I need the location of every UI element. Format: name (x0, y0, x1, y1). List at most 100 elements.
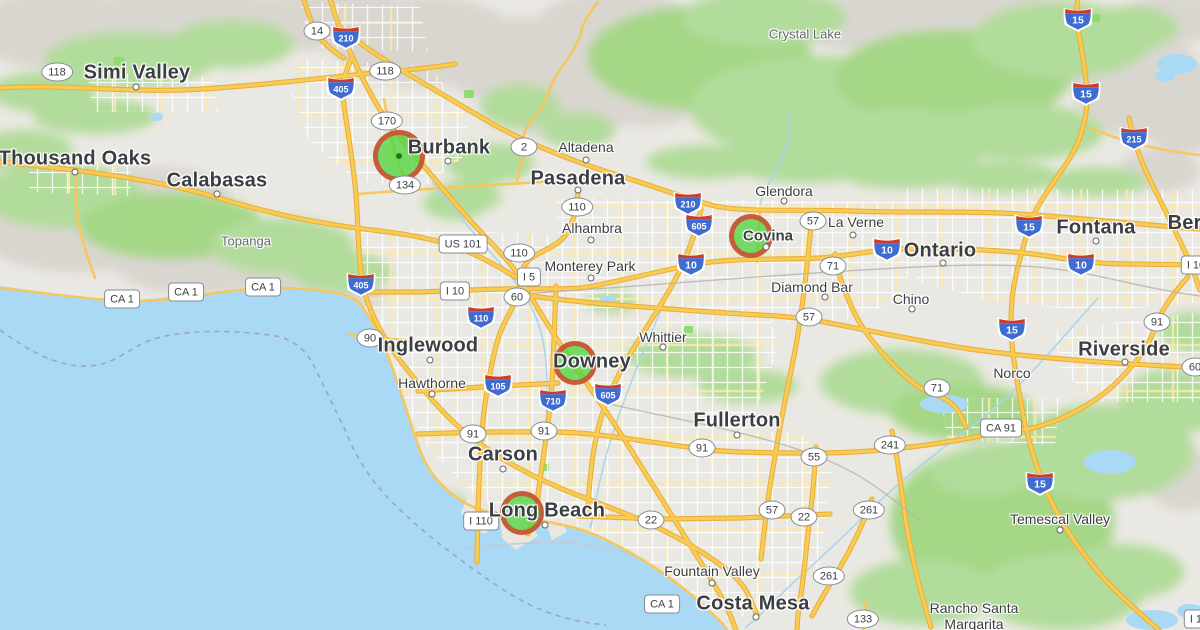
city-label-norco: Norco (993, 364, 1031, 381)
city-dot-calabasas (213, 190, 221, 198)
svg-text:215: 215 (1126, 135, 1141, 145)
route-shield-ca-1: CA 1 (168, 282, 204, 302)
state-route-shield-71: 71 (923, 378, 951, 398)
state-route-shield-110: 110 (561, 197, 593, 217)
interstate-shield-405: 405 (326, 75, 356, 101)
city-dot-glendora (780, 197, 788, 205)
city-dot-fontana (1092, 237, 1100, 245)
city-dot-la-verne (849, 231, 857, 239)
svg-text:605: 605 (691, 222, 706, 232)
route-shield-i-15: I 15 (1183, 609, 1200, 629)
city-label-fontana: Fontana (1056, 216, 1136, 239)
city-label-monterey-park: Monterey Park (544, 257, 636, 274)
city-label-fountain-valley: Fountain Valley (664, 562, 760, 579)
svg-text:10: 10 (881, 245, 893, 257)
route-shield-i-110: I 110 (463, 511, 499, 531)
route-shield-ca-91: CA 91 (980, 418, 1022, 438)
city-label-long-beach: Long Beach (488, 499, 606, 522)
state-route-shield-55: 55 (800, 447, 828, 467)
route-shield-ca-1: CA 1 (104, 289, 140, 309)
city-label-hawthorne: Hawthorne (398, 374, 466, 391)
poi-marker-covina[interactable] (729, 214, 773, 258)
state-route-shield-134: 134 (388, 175, 422, 195)
city-dot-whittier (659, 343, 667, 351)
city-label-ontario: Ontario (903, 239, 977, 262)
city-label-pasadena: Pasadena (530, 167, 626, 190)
state-route-shield-22: 22 (790, 507, 818, 527)
state-route-shield-241: 241 (873, 435, 907, 455)
city-label-san-bernardino: San Bernardino (1167, 212, 1200, 234)
city-label-burbank: Burbank (407, 136, 491, 159)
city-label-inglewood: Inglewood (377, 334, 479, 357)
state-route-shield-118: 118 (41, 62, 73, 82)
lakes (151, 54, 1200, 630)
state-route-shield-60: 60 (1181, 357, 1200, 377)
svg-text:10: 10 (685, 260, 697, 272)
city-label-fullerton: Fullerton (693, 409, 781, 432)
interstate-shield-105: 105 (483, 372, 513, 398)
state-route-shield-90: 90 (356, 328, 384, 348)
city-dot-diamond-bar (821, 293, 829, 301)
city-label-altadena: Altadena (558, 138, 614, 155)
city-dot-alhambra (587, 236, 595, 244)
state-route-shield-71: 71 (819, 256, 847, 276)
svg-text:10: 10 (1075, 260, 1087, 272)
city-label-calabasas: Calabasas (166, 169, 268, 192)
city-dot-burbank (444, 157, 452, 165)
city-dot-pasadena (574, 186, 582, 194)
svg-text:15: 15 (1023, 222, 1035, 234)
city-dot-chino (908, 305, 916, 313)
state-route-shield-110: 110 (503, 243, 535, 263)
interstate-shield-210: 210 (673, 190, 703, 216)
poi-marker-center-dot (396, 153, 402, 159)
city-dot-costa-mesa (752, 613, 760, 621)
city-label-temescal-valley: Temescal Valley (1009, 510, 1111, 527)
state-route-shield-91: 91 (459, 424, 487, 444)
city-dot-long-beach (541, 521, 549, 529)
interstate-shield-110: 110 (466, 304, 496, 330)
route-shield-ca-1: CA 1 (644, 594, 680, 614)
city-label-glendora: Glendora (755, 182, 813, 199)
route-shield-us-101: US 101 (438, 234, 488, 254)
interstate-shield-210: 210 (331, 24, 361, 50)
interstate-shield-10: 10 (1066, 251, 1096, 277)
city-dot-hawthorne (428, 390, 436, 398)
interstate-shield-605: 605 (593, 381, 623, 407)
interstate-shield-215: 215 (1119, 125, 1149, 151)
svg-text:15: 15 (1034, 479, 1046, 491)
interstate-shield-15: 15 (1014, 213, 1044, 239)
interstate-shield-15: 15 (1063, 6, 1093, 32)
city-label-costa-mesa: Costa Mesa (696, 592, 810, 615)
city-label-whittier: Whittier (639, 328, 687, 345)
city-dot-riverside (1121, 358, 1129, 366)
svg-text:210: 210 (338, 34, 353, 44)
ocean (0, 286, 728, 630)
state-route-shield-22: 22 (637, 510, 665, 530)
route-shield-i-10: I 10 (439, 281, 471, 301)
poi-marker-burbank[interactable] (373, 130, 425, 182)
city-dot-simi-valley (132, 83, 140, 91)
state-route-shield-261: 261 (852, 500, 886, 520)
svg-text:605: 605 (600, 391, 615, 401)
state-route-shield-57: 57 (799, 211, 827, 231)
city-label-covina: Covina (742, 227, 794, 245)
svg-text:710: 710 (545, 397, 560, 407)
city-label-riverside: Riverside (1078, 338, 1170, 361)
state-route-shield-57: 57 (758, 500, 786, 520)
city-label-diamond-bar: Diamond Bar (771, 278, 853, 295)
interstate-shield-15: 15 (1025, 470, 1055, 496)
interstate-shield-10: 10 (676, 251, 706, 277)
state-route-shield-91: 91 (688, 438, 716, 458)
city-dot-fullerton (733, 431, 741, 439)
poi-marker-downey[interactable] (553, 341, 597, 385)
interstate-shield-710: 710 (538, 387, 568, 413)
state-route-shield-2: 2 (510, 137, 538, 157)
interstate-shield-15: 15 (997, 316, 1027, 342)
poi-marker-long-beach[interactable] (500, 491, 544, 535)
city-label-rancho-santa-margarita: Rancho Santa Margarita (929, 599, 1019, 630)
svg-text:105: 105 (490, 382, 505, 392)
svg-text:110: 110 (474, 314, 489, 324)
city-label-thousand-oaks: Thousand Oaks (0, 147, 152, 170)
